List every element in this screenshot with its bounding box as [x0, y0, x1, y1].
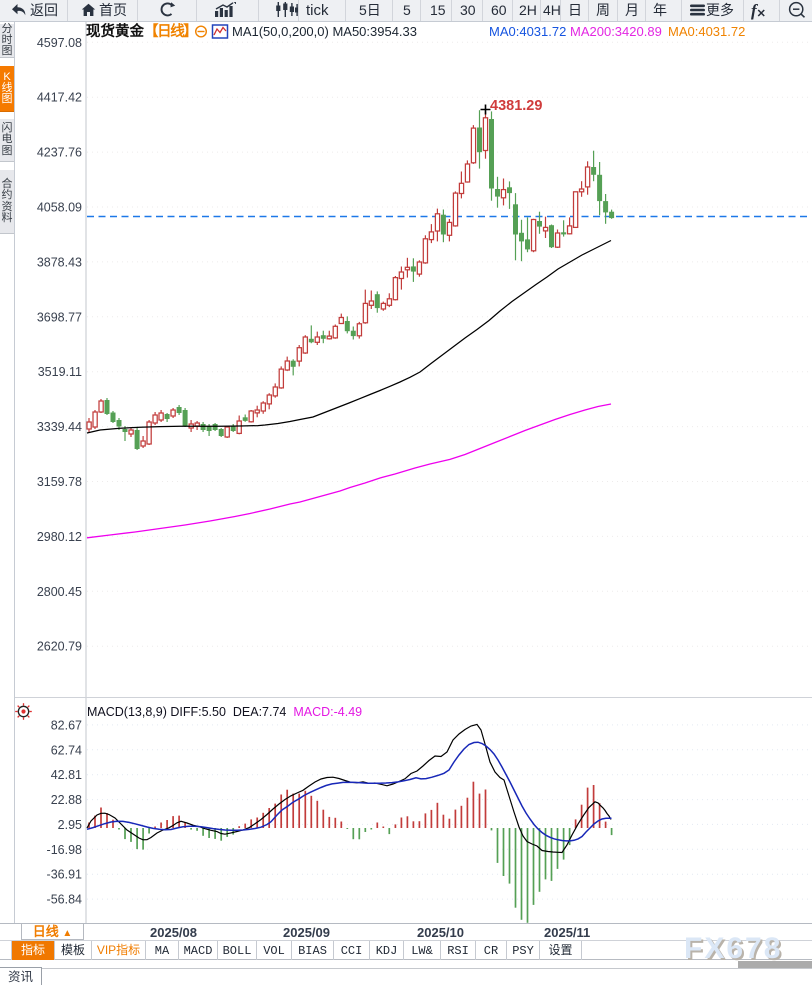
svg-text:4237.76: 4237.76 — [37, 146, 82, 160]
svg-text:42.81: 42.81 — [51, 768, 82, 782]
svg-text:4381.29: 4381.29 — [490, 98, 542, 114]
svg-text:MA1(50,0,200,0) MA50:3954.33: MA1(50,0,200,0) MA50:3954.33 — [232, 24, 417, 39]
svg-text:62.74: 62.74 — [51, 743, 82, 757]
svg-text:3519.11: 3519.11 — [38, 365, 82, 379]
svg-text:MA0:4031.72: MA0:4031.72 — [668, 24, 745, 39]
svg-text:4597.08: 4597.08 — [37, 36, 82, 50]
svg-text:MA0:4031.72: MA0:4031.72 — [489, 24, 566, 39]
svg-text:82.67: 82.67 — [51, 718, 82, 732]
svg-text:-36.91: -36.91 — [47, 868, 82, 882]
svg-text:2980.12: 2980.12 — [37, 530, 82, 544]
svg-text:3698.77: 3698.77 — [37, 310, 82, 324]
svg-text:2.95: 2.95 — [58, 818, 82, 832]
svg-text:3878.43: 3878.43 — [37, 255, 82, 269]
svg-text:-16.98: -16.98 — [47, 843, 82, 857]
svg-text:MA200:3420.89: MA200:3420.89 — [570, 24, 662, 39]
svg-text:3339.44: 3339.44 — [37, 420, 82, 434]
svg-text:现货黄金【日线】: 现货黄金【日线】 — [86, 22, 196, 40]
svg-text:4058.09: 4058.09 — [37, 201, 82, 215]
svg-text:2800.45: 2800.45 — [37, 585, 82, 599]
svg-text:MACD(13,8,9) DIFF:5.50 DEA:7.: MACD(13,8,9) DIFF:5.50 DEA:7.74 MACD:-4.… — [87, 705, 362, 719]
svg-text:22.88: 22.88 — [51, 793, 82, 807]
svg-text:2620.79: 2620.79 — [37, 640, 82, 654]
svg-text:-56.84: -56.84 — [47, 893, 82, 907]
svg-text:3159.78: 3159.78 — [37, 475, 82, 489]
svg-text:4417.42: 4417.42 — [37, 91, 82, 105]
